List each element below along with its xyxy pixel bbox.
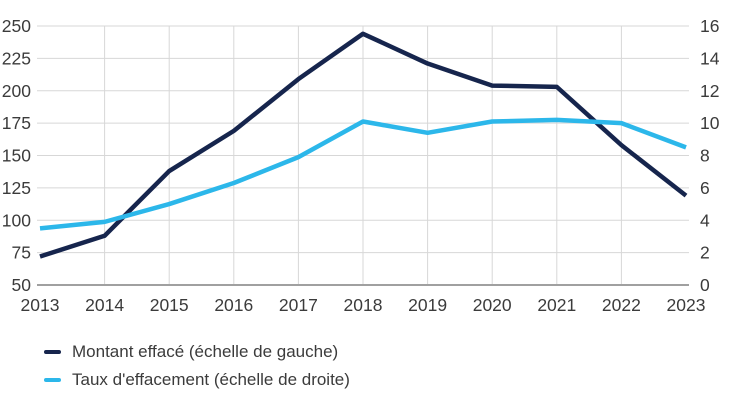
right-axis-tick-label: 16 <box>700 16 719 36</box>
x-axis-year-label: 2023 <box>667 295 706 315</box>
left-axis-tick-label: 200 <box>2 81 31 101</box>
legend-label-montant-efface: Montant effacé (échelle de gauche) <box>72 342 339 361</box>
right-axis-tick-label: 0 <box>700 275 710 295</box>
x-axis-year-label: 2022 <box>602 295 641 315</box>
right-axis-tick-label: 4 <box>700 210 710 230</box>
x-axis-year-label: 2013 <box>21 295 60 315</box>
left-axis-tick-label: 50 <box>12 275 32 295</box>
x-axis-year-label: 2014 <box>85 295 124 315</box>
left-axis-tick-label: 125 <box>2 178 31 198</box>
legend-item-montant-efface: Montant effacé (échelle de gauche) <box>44 341 730 363</box>
x-axis-year-label: 2018 <box>344 295 383 315</box>
right-axis-tick-label: 6 <box>700 178 710 198</box>
legend-swatch-cyan-line-icon <box>44 378 61 382</box>
left-axis-tick-label: 150 <box>2 146 31 166</box>
left-axis-tick-label: 75 <box>12 243 31 263</box>
left-axis-tick-label: 175 <box>2 113 31 133</box>
legend-label-taux-effacement: Taux d'effacement (échelle de droite) <box>72 370 350 389</box>
legend-swatch-navy-line-icon <box>44 350 61 354</box>
x-axis-year-label: 2015 <box>150 295 189 315</box>
left-axis-tick-label: 100 <box>2 210 31 230</box>
series-line-1 <box>39 117 687 231</box>
x-axis-year-label: 2017 <box>279 295 318 315</box>
right-axis-tick-label: 10 <box>700 113 720 133</box>
series-line-0 <box>39 31 688 259</box>
x-axis-year-label: 2019 <box>408 295 447 315</box>
right-axis-tick-label: 8 <box>700 146 710 166</box>
left-axis-tick-label: 225 <box>2 48 31 68</box>
x-axis-year-label: 2021 <box>537 295 576 315</box>
x-axis-year-label: 2016 <box>214 295 253 315</box>
x-axis-year-label: 2020 <box>473 295 512 315</box>
chart-legend: Montant effacé (échelle de gauche) Taux … <box>44 341 730 391</box>
left-axis-tick-label: 250 <box>2 16 31 36</box>
legend-item-taux-effacement: Taux d'effacement (échelle de droite) <box>44 369 730 391</box>
right-axis-tick-label: 2 <box>700 243 710 263</box>
right-axis-tick-label: 12 <box>700 81 719 101</box>
right-axis-tick-label: 14 <box>700 48 720 68</box>
chart-plot-area: 50 0 75 2 100 4 125 6 150 8 175 10 200 12 225 14 250 16 20… <box>2 16 720 315</box>
